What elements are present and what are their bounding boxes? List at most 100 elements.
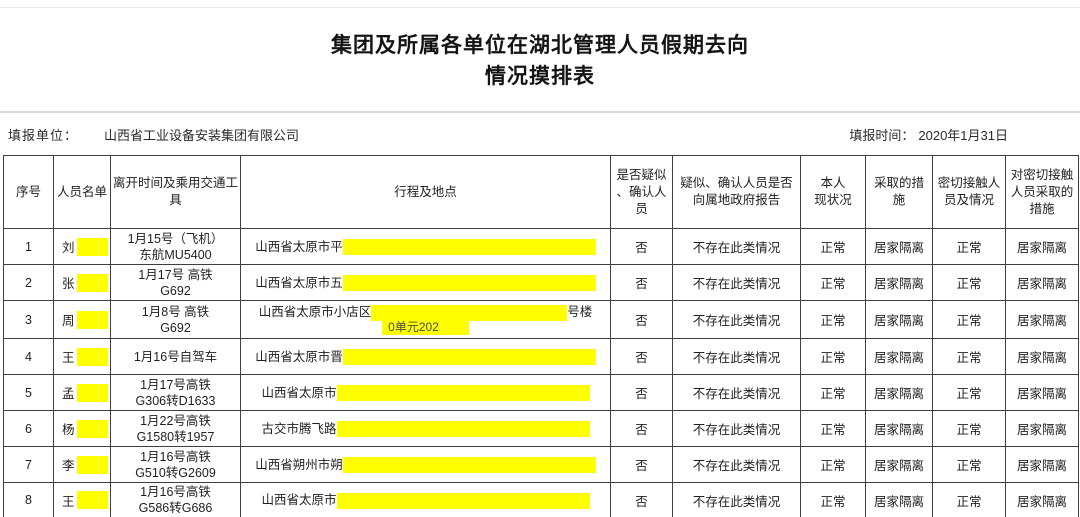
cell-contact: 正常 bbox=[932, 482, 1006, 517]
cell-trip: 山西省太原市 bbox=[240, 374, 611, 411]
depart-line1: 1月17号 高铁 bbox=[138, 267, 213, 282]
cell-measure: 居家隔离 bbox=[865, 482, 933, 517]
reporting-time: 填报时间： 2020年1月31日 bbox=[849, 125, 1008, 144]
cell-serial: 4 bbox=[3, 338, 54, 375]
cell-depart: 1月22号高铁 G1580转1957 bbox=[110, 410, 241, 447]
cell-serial: 3 bbox=[3, 300, 54, 339]
depart-line1: 1月8号 高铁 bbox=[141, 304, 210, 319]
cell-suspect: 否 bbox=[610, 228, 673, 265]
depart-line2: G586转G686 bbox=[138, 501, 213, 515]
header-measure: 采取的措 施 bbox=[865, 155, 933, 229]
cell-trip: 山西省太原市小店区 号楼 0单元202 bbox=[240, 300, 611, 339]
cell-name: 刘 bbox=[53, 228, 111, 265]
person-name-text: 王 bbox=[62, 351, 75, 365]
redaction-highlight bbox=[76, 491, 108, 509]
cell-contact: 正常 bbox=[932, 338, 1006, 375]
depart-line1: 1月17号高铁 bbox=[140, 377, 211, 392]
cell-depart: 1月16号高铁 G586转G686 bbox=[110, 482, 241, 517]
cell-trip: 山西省太原市 bbox=[240, 482, 611, 517]
reporting-time-label: 填报时间： bbox=[849, 128, 915, 143]
cell-status: 正常 bbox=[800, 374, 866, 411]
table-row: 8 王 1月16号高铁 G586转G686 山西省太原市 bbox=[3, 482, 1079, 517]
cell-report: 不存在此类情况 bbox=[672, 410, 801, 447]
cell-status: 正常 bbox=[800, 482, 866, 517]
cell-name: 孟 bbox=[53, 374, 111, 411]
table-row: 3 周 1月8号 高铁 G692 山西省太原市小店区 号楼 0单元202 bbox=[3, 300, 1079, 339]
person-name-text: 杨 bbox=[62, 423, 75, 437]
trip-text: 山西省朔州市朔 bbox=[255, 457, 343, 472]
cell-report: 不存在此类情况 bbox=[672, 446, 801, 483]
reporting-unit-label: 填报单位： bbox=[8, 128, 79, 143]
cell-status: 正常 bbox=[800, 446, 866, 483]
cell-contact: 正常 bbox=[932, 264, 1006, 301]
cell-serial: 2 bbox=[3, 264, 54, 301]
trip-tail-text: 号楼 bbox=[567, 305, 593, 319]
table-row: 4 王 1月16号自驾车 山西省太原市晋 bbox=[3, 338, 1079, 375]
depart-line1: 1月16号自驾车 bbox=[133, 349, 218, 364]
cell-report: 不存在此类情况 bbox=[672, 374, 801, 411]
redaction-highlight bbox=[336, 385, 590, 401]
cell-measure: 居家隔离 bbox=[865, 410, 933, 447]
cell-measure: 居家隔离 bbox=[865, 374, 933, 411]
cell-contact: 正常 bbox=[932, 410, 1006, 447]
cell-measure: 居家隔离 bbox=[865, 228, 933, 265]
cell-status: 正常 bbox=[800, 264, 866, 301]
cell-suspect: 否 bbox=[610, 410, 673, 447]
person-name-text: 王 bbox=[62, 494, 75, 509]
cell-report: 不存在此类情况 bbox=[672, 338, 801, 375]
survey-table: 序号 人员名单 离开时间及乘用交通工具 行程及地点 是否疑似 、确认人 员 疑似… bbox=[3, 155, 1079, 517]
cell-contact-measure: 居家隔离 bbox=[1005, 300, 1079, 339]
depart-line1: 1月15号（飞机） bbox=[127, 231, 224, 246]
cell-contact-measure: 居家隔离 bbox=[1005, 410, 1079, 447]
trip-text: 古交市腾飞路 bbox=[261, 421, 337, 436]
cell-serial: 7 bbox=[3, 446, 54, 483]
redaction-highlight bbox=[76, 419, 108, 438]
trip-text: 山西省太原市 bbox=[261, 385, 337, 400]
table-row: 1 刘 1月15号（飞机） 东航MU5400 山西省太原市平 bbox=[3, 228, 1079, 265]
header-suspect: 是否疑似 、确认人 员 bbox=[610, 155, 673, 229]
redaction-highlight bbox=[371, 304, 568, 321]
depart-line2: G306转D1633 bbox=[135, 393, 216, 408]
trip-text: 山西省太原市平 bbox=[255, 239, 343, 254]
cell-suspect: 否 bbox=[610, 338, 673, 375]
top-divider bbox=[0, 7, 1080, 8]
cell-suspect: 否 bbox=[610, 300, 673, 339]
cell-status: 正常 bbox=[800, 300, 866, 339]
redaction-highlight bbox=[342, 457, 596, 473]
cell-depart: 1月17号高铁 G306转D1633 bbox=[110, 374, 241, 411]
depart-line2: G692 bbox=[160, 320, 191, 335]
page-title: 集团及所属各单位在湖北管理人员假期去向 情况摸排表 bbox=[0, 30, 1080, 92]
redaction-highlight bbox=[342, 349, 596, 365]
cell-report: 不存在此类情况 bbox=[672, 264, 801, 301]
cell-trip: 山西省太原市晋 bbox=[240, 338, 611, 375]
cell-serial: 1 bbox=[3, 228, 54, 265]
cell-measure: 居家隔离 bbox=[865, 300, 933, 339]
trip-line2-redacted: 0单元202 bbox=[382, 320, 469, 335]
cell-name: 王 bbox=[53, 482, 111, 517]
cell-depart: 1月15号（飞机） 东航MU5400 bbox=[110, 228, 241, 265]
table-row: 2 张 1月17号 高铁 G692 山西省太原市五 bbox=[3, 264, 1079, 301]
depart-line1: 1月16号高铁 bbox=[140, 485, 211, 499]
table-header-row: 序号 人员名单 离开时间及乘用交通工具 行程及地点 是否疑似 、确认人 员 疑似… bbox=[3, 155, 1079, 229]
cell-suspect: 否 bbox=[610, 374, 673, 411]
cell-name: 杨 bbox=[53, 410, 111, 447]
trip-text: 山西省太原市五 bbox=[255, 275, 343, 290]
cell-suspect: 否 bbox=[610, 264, 673, 301]
table-row: 5 孟 1月17号高铁 G306转D1633 山西省太原市 bbox=[3, 374, 1079, 411]
person-name-text: 孟 bbox=[62, 387, 75, 401]
cell-serial: 6 bbox=[3, 410, 54, 447]
cell-depart: 1月17号 高铁 G692 bbox=[110, 264, 241, 301]
header-serial: 序号 bbox=[3, 155, 54, 229]
cell-depart: 1月16号自驾车 bbox=[110, 338, 241, 375]
person-name-text: 张 bbox=[62, 277, 75, 291]
cell-contact: 正常 bbox=[932, 300, 1006, 339]
cell-contact: 正常 bbox=[932, 374, 1006, 411]
cell-serial: 5 bbox=[3, 374, 54, 411]
cell-contact-measure: 居家隔离 bbox=[1005, 446, 1079, 483]
redaction-highlight bbox=[76, 237, 108, 256]
page-title-line2: 情况摸排表 bbox=[485, 65, 595, 88]
reporting-unit-value: 山西省工业设备安装集团有限公司 bbox=[104, 128, 300, 143]
depart-line2: G1580转1957 bbox=[136, 429, 215, 444]
cell-trip: 山西省太原市平 bbox=[240, 228, 611, 265]
